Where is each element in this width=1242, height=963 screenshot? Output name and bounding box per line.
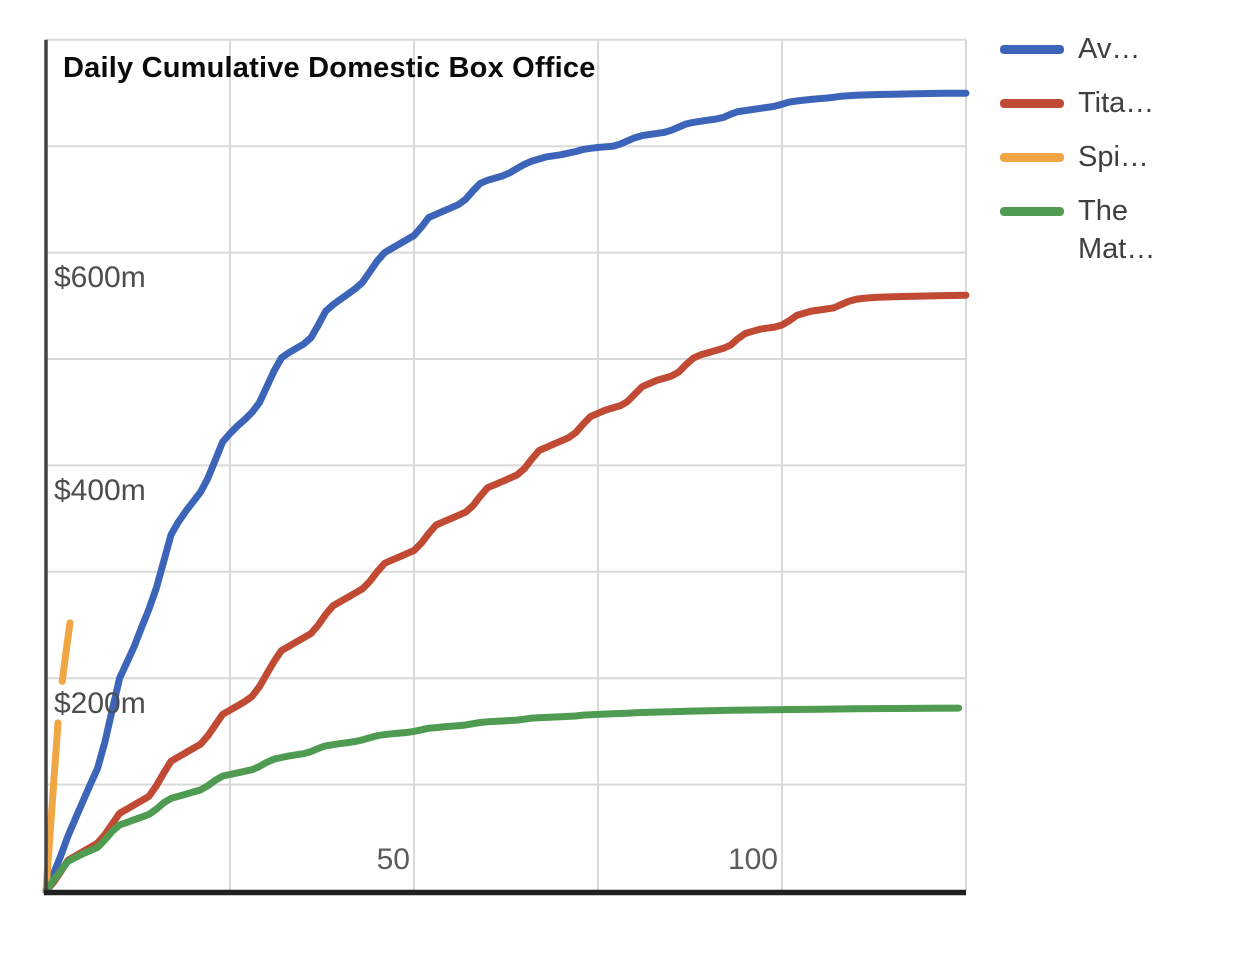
legend-item-tita[interactable]: Tita… [1000,84,1220,122]
chart-title: Daily Cumulative Domestic Box Office [63,52,596,84]
legend-label: The Mat… [1078,195,1156,265]
series-line-1 [42,291,970,895]
legend-label: Av… [1078,33,1141,65]
y-axis-tick-200m: $200m [54,687,146,720]
legend-swatch-blue [1000,45,1064,54]
y-axis-tick-400m: $400m [54,474,146,507]
legend-item-the-mat[interactable]: The Mat… [1000,192,1220,268]
series-line-2-seg1 [58,619,74,685]
legend-swatch-orange [1000,153,1064,162]
x-axis-tick-50: 50 [376,843,410,876]
legend-label: Tita… [1078,87,1155,119]
legend-label: Spi… [1078,141,1149,173]
series-line-0 [42,89,970,895]
legend-item-av[interactable]: Av… [1000,30,1220,68]
series-line-2 [42,719,62,895]
series-line-3 [42,704,963,895]
chart-legend: Av… Tita… Spi… The Mat… [1000,30,1220,268]
x-axis-tick-100: 100 [727,843,778,876]
legend-item-spi[interactable]: Spi… [1000,138,1220,176]
legend-swatch-red [1000,99,1064,108]
y-axis-tick-600m: $600m [54,261,146,294]
legend-swatch-green [1000,207,1064,216]
